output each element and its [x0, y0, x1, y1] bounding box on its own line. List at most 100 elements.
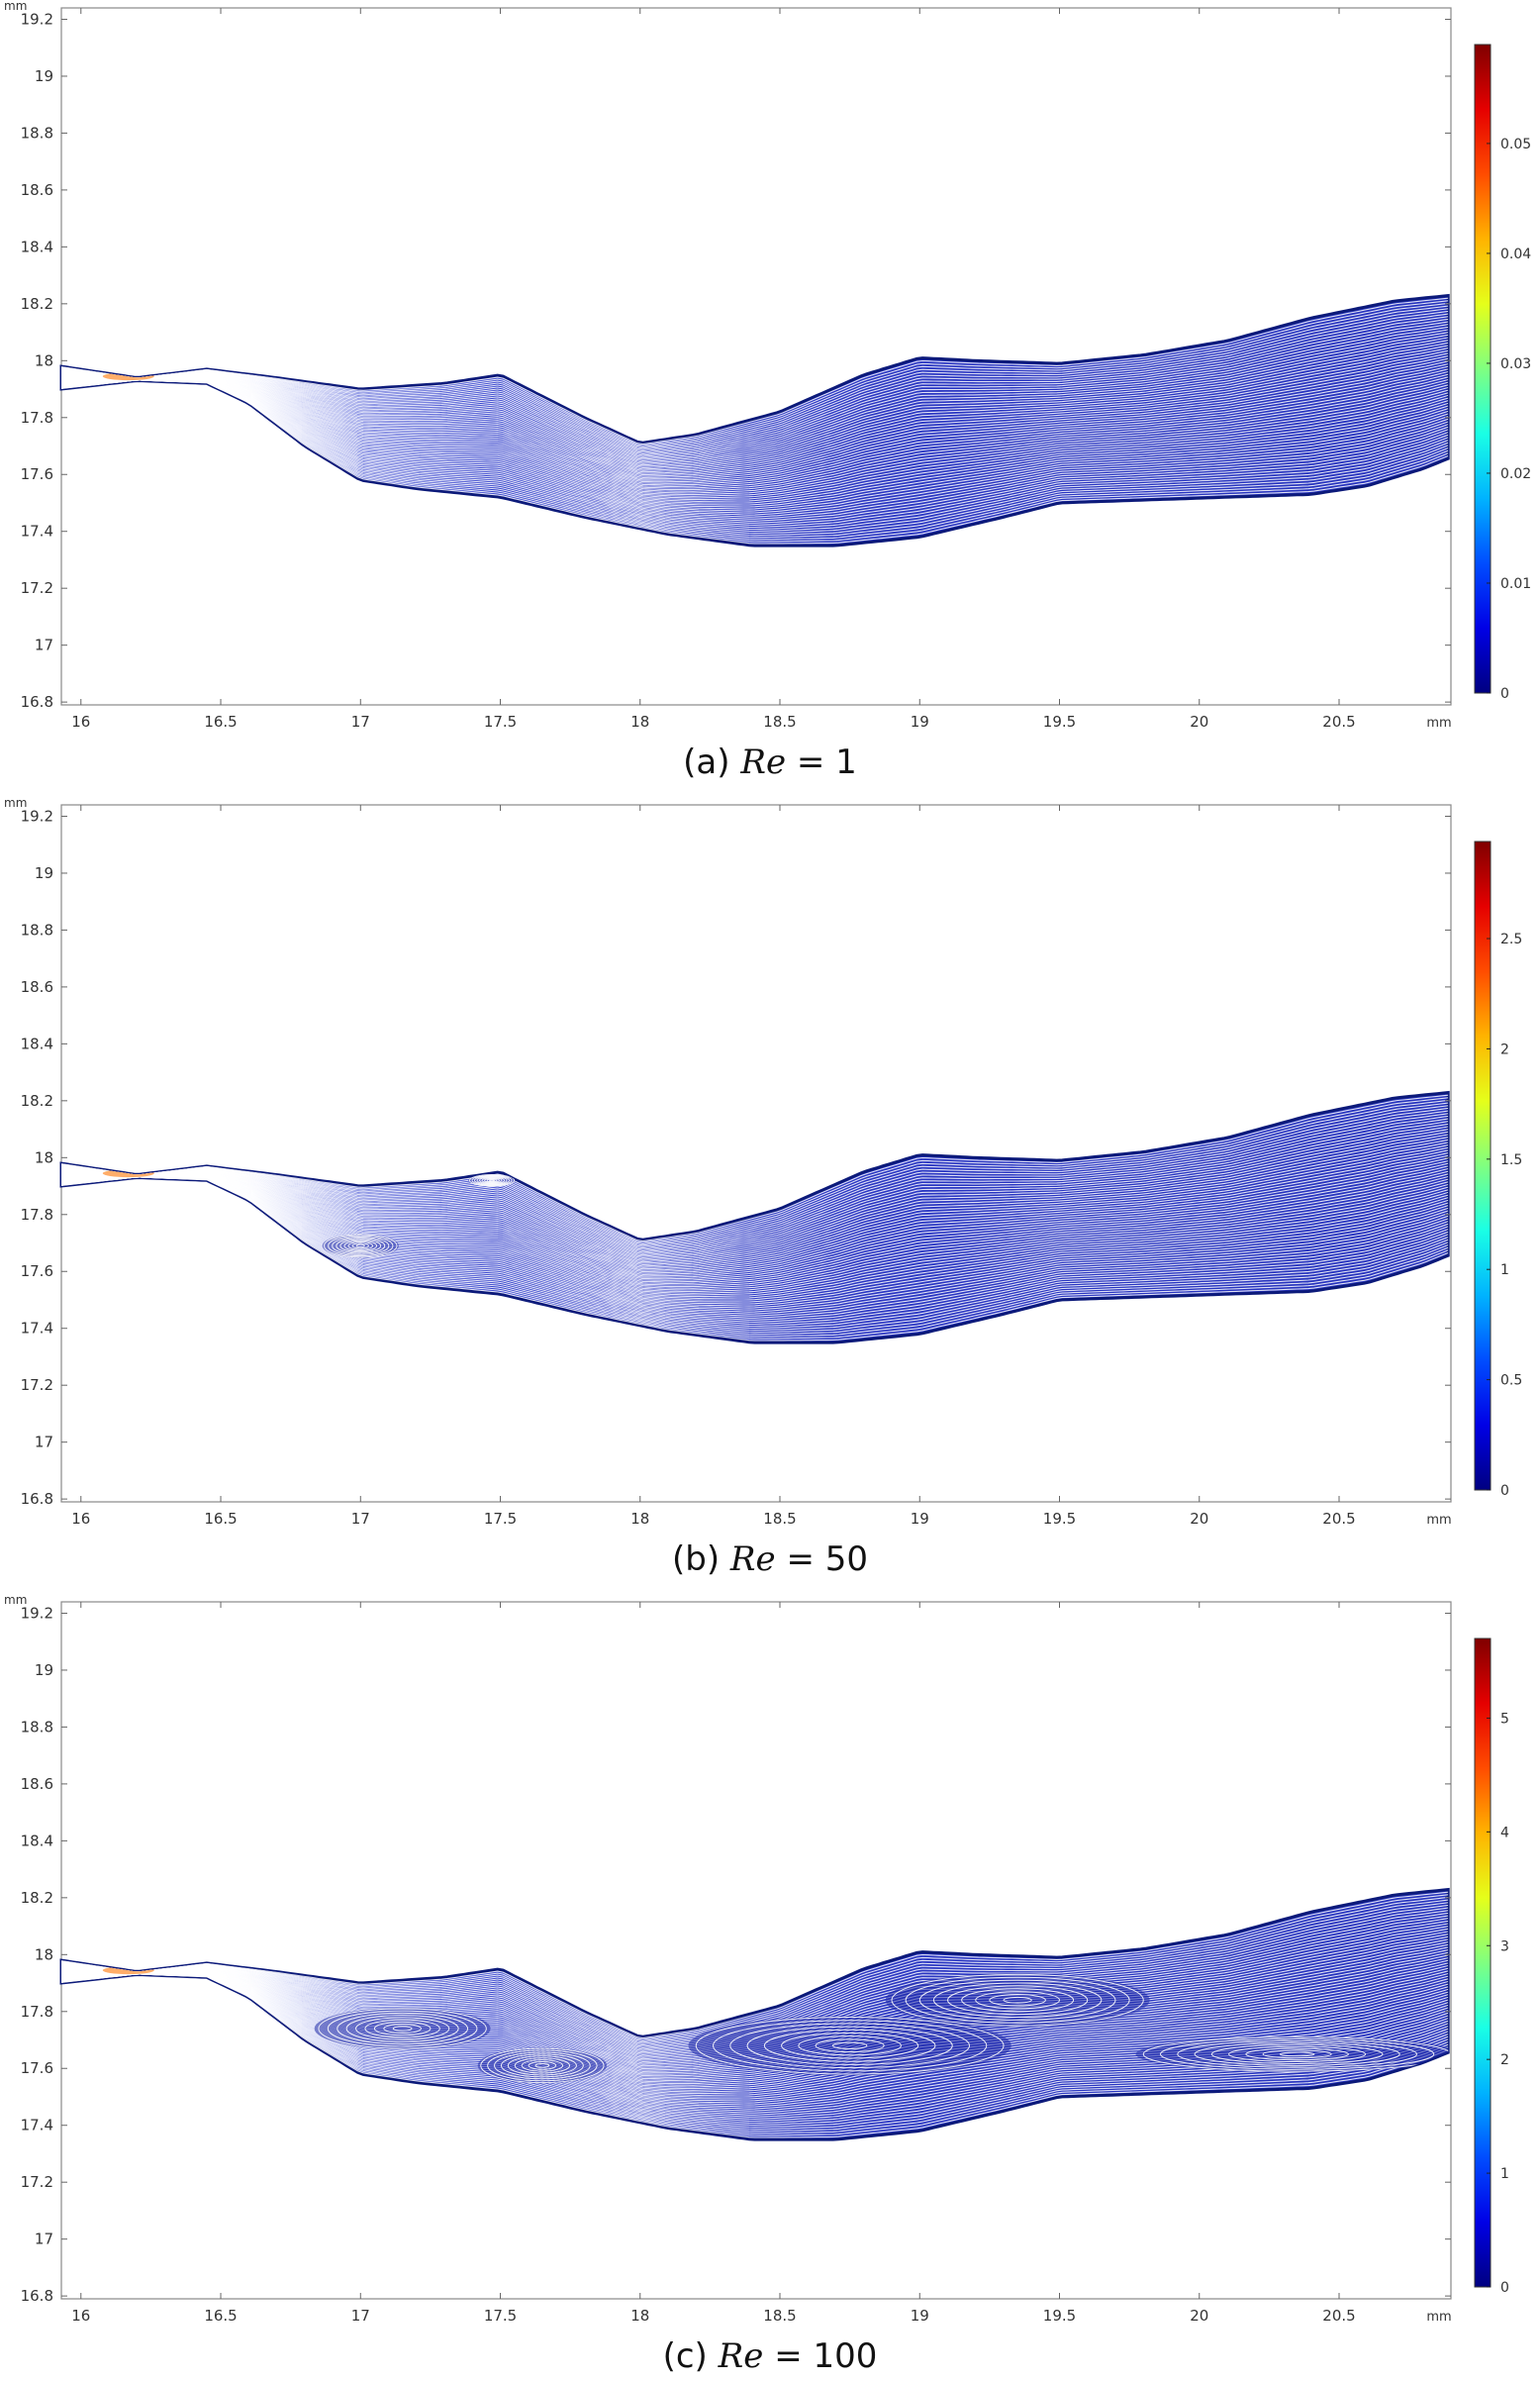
streamline: [61, 376, 1449, 492]
colorbar-tick-label: 2: [1500, 2052, 1509, 2068]
x-tick-label: 19: [911, 713, 929, 731]
x-tick-label: 18.5: [763, 1510, 796, 1528]
streamline: [61, 1160, 1449, 1277]
x-tick-label: 18: [630, 713, 649, 731]
streamline: [61, 379, 1449, 524]
streamline: [61, 1175, 1449, 1307]
streamline: [61, 379, 1449, 531]
streamline: [61, 375, 1449, 489]
streamline: [61, 1107, 1449, 1249]
streamline: [61, 379, 1449, 518]
y-tick-label: 17.2: [21, 2173, 53, 2191]
y-tick-label: 17.4: [21, 1320, 53, 1338]
streamline: [61, 334, 1449, 464]
streamline: [61, 1973, 1449, 2125]
y-tick-label: 18.4: [21, 1832, 53, 1849]
streamline: [61, 1899, 1449, 2043]
streamline: [61, 1146, 1449, 1270]
y-tick-label: 17.8: [21, 409, 53, 427]
y-tick-label: 17.4: [21, 2117, 53, 2134]
streamline: [61, 1176, 1449, 1326]
streamline: [61, 1173, 1449, 1288]
x-tick-label: 17: [351, 713, 370, 731]
x-tick-label: 18.5: [763, 2307, 796, 2325]
chart-panel-b: 16 16.5 17 17.5 18 18.5 19 19.5 20 20.5 mm 19.2 19 18…: [0, 797, 1540, 1584]
y-tick-label: 17.8: [21, 1206, 53, 1224]
streamline: [61, 379, 1449, 533]
x-tick-label: 18: [630, 1510, 649, 1528]
streamline: [61, 379, 1449, 514]
streamline: [61, 377, 1449, 504]
y-tick-label: 18.8: [21, 124, 53, 142]
colorbar-tick-label: 2.5: [1500, 932, 1522, 947]
y-tick-label: 18.6: [21, 181, 53, 199]
y-tick-label: 18.4: [21, 238, 53, 255]
streamline: [61, 1175, 1449, 1305]
streamline: [61, 347, 1449, 471]
y-tick-label: 17.8: [21, 2003, 53, 2021]
vortex-2: [468, 1174, 516, 1187]
streamline: [61, 1891, 1449, 2039]
streamline: [61, 1102, 1449, 1246]
streamline: [61, 1126, 1449, 1259]
x-tick-label: 20.5: [1322, 2307, 1355, 2325]
streamline: [61, 376, 1449, 491]
y-tick-label: 16.8: [21, 2287, 53, 2305]
streamline: [61, 1173, 1449, 1291]
streamline: [61, 326, 1449, 460]
streamline: [61, 368, 1449, 483]
x-unit-label: mm: [1426, 716, 1451, 731]
streamline: [61, 1176, 1449, 1338]
colorbar-tick-label: 1.5: [1500, 1152, 1522, 1168]
streamline: [61, 1970, 1449, 2091]
streamline: [61, 1173, 1449, 1289]
streamline: [61, 321, 1449, 457]
x-tick-label: 17.5: [484, 713, 517, 731]
caption-value: = 50: [786, 1539, 869, 1579]
streamline: [61, 1973, 1449, 2138]
vortex-4: [885, 1973, 1150, 2028]
y-unit-label: mm: [4, 1594, 27, 1607]
streamline: [61, 1176, 1449, 1321]
caption-value: = 1: [796, 743, 857, 782]
streamline: [61, 1973, 1449, 2134]
y-tick-label: 16.8: [21, 693, 53, 711]
streamline: [61, 1971, 1449, 2096]
vortex-2: [477, 2047, 608, 2084]
streamline: [61, 1174, 1449, 1299]
y-tick-label: 17.2: [21, 579, 53, 597]
vortex-5: [1135, 2035, 1449, 2072]
streamline: [61, 1973, 1449, 2133]
streamline: [61, 1172, 1449, 1284]
colorbar-tick-label: 0: [1500, 1483, 1509, 1499]
streamline: [61, 360, 1449, 478]
streamline: [61, 1097, 1449, 1243]
y-tick-label: 18: [35, 1945, 53, 1963]
streamline: [61, 1157, 1449, 1275]
streamline: [61, 318, 1449, 456]
x-tick-label: 20: [1190, 1510, 1208, 1528]
streamline: [61, 378, 1449, 506]
vortex-3: [688, 2016, 1011, 2076]
y-tick-label: 18.4: [21, 1035, 53, 1052]
x-tick-label: 20.5: [1322, 1510, 1355, 1528]
x-tick-label: 17: [351, 2307, 370, 2325]
colorbar-tick-label: 4: [1500, 1825, 1509, 1840]
y-tick-label: 18: [35, 351, 53, 369]
streamline: [61, 1176, 1449, 1328]
colorbar-tick-label: 3: [1500, 1938, 1509, 1954]
streamline: [61, 377, 1449, 501]
streamline: [61, 1973, 1449, 2131]
y-unit-label: mm: [4, 797, 27, 810]
streamline: [61, 1894, 1449, 2040]
streamline: [61, 1973, 1449, 2136]
streamline: [61, 310, 1449, 452]
y-tick-label: 19: [35, 1661, 53, 1679]
caption-symbol: Re: [740, 743, 787, 782]
x-tick-label: 16: [71, 1510, 90, 1528]
streamline: [61, 376, 1449, 497]
streamline: [61, 337, 1449, 466]
y-tick-label: 17.6: [21, 465, 53, 483]
streamline: [61, 1176, 1449, 1319]
caption-prefix: (a): [683, 743, 730, 782]
